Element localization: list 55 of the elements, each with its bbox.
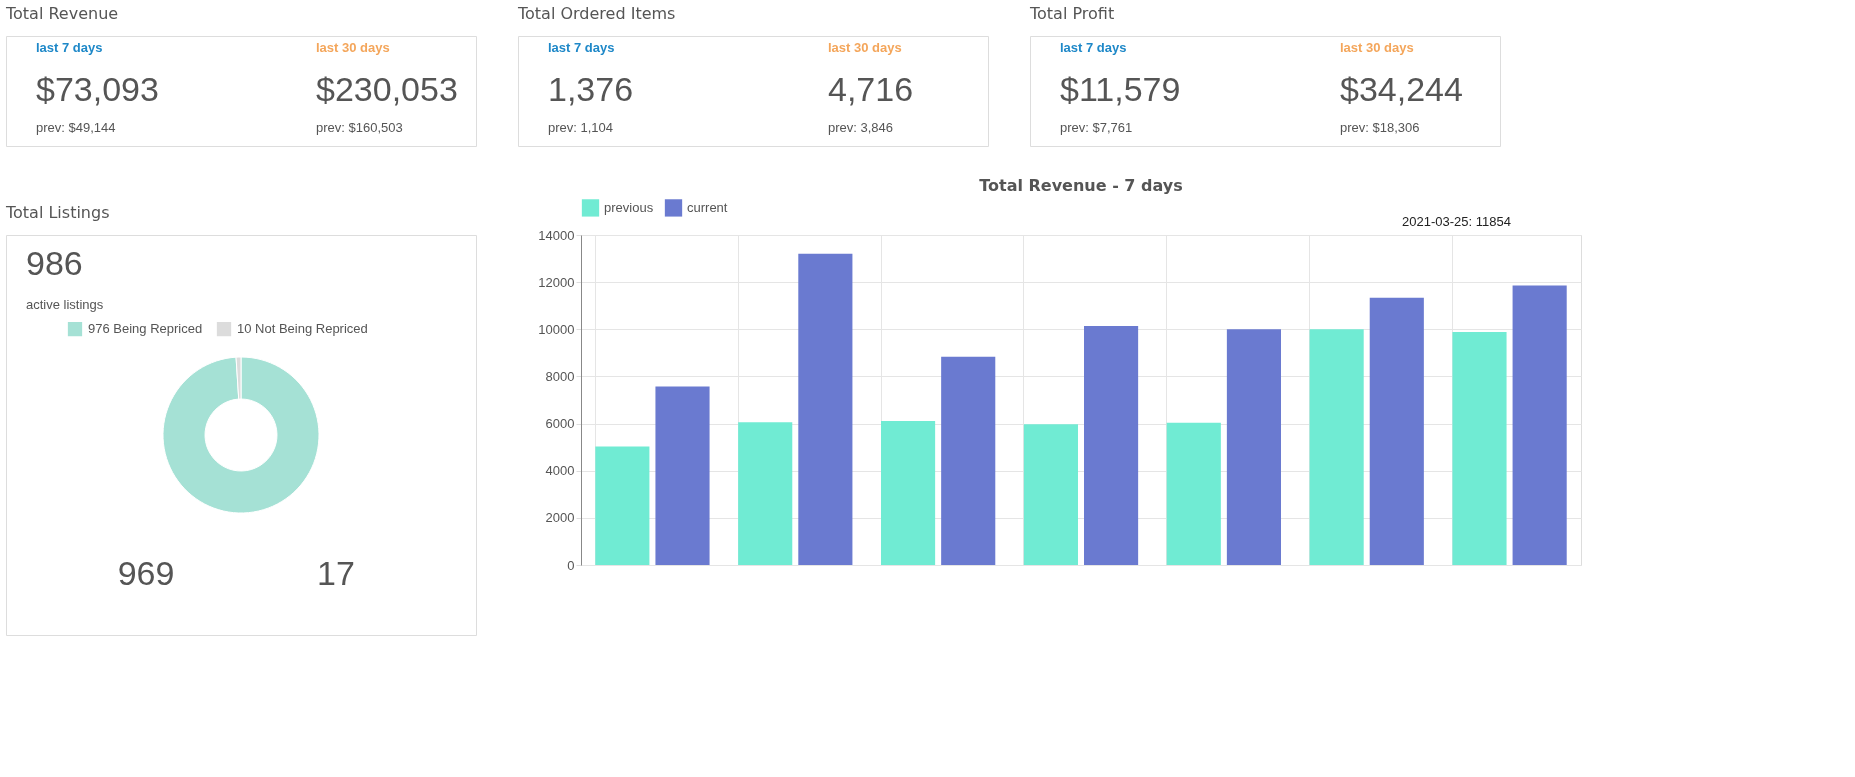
donut-slice xyxy=(162,356,320,514)
text: 1,376 xyxy=(548,70,634,108)
y-tick-label: 6000 xyxy=(545,416,575,432)
bar xyxy=(1166,422,1221,565)
bar xyxy=(1309,329,1364,565)
legend-label: previous xyxy=(604,199,654,215)
text: 4,716 xyxy=(828,70,914,108)
chart-title: Total Revenue - 7 days xyxy=(979,176,1183,195)
text: last 30 days xyxy=(828,40,902,55)
y-tick-label: 12000 xyxy=(538,274,575,290)
bar xyxy=(655,386,710,565)
bar xyxy=(1023,424,1078,565)
text: prev: $160,503 xyxy=(316,120,403,135)
text: 969 xyxy=(117,554,175,592)
text: 17 xyxy=(317,554,355,592)
text: last 7 days xyxy=(36,40,103,55)
y-tick-label: 4000 xyxy=(545,463,575,479)
bar xyxy=(1084,325,1139,565)
text: active listings xyxy=(26,297,104,312)
text: prev: 1,104 xyxy=(548,120,614,135)
y-tick-label: 0 xyxy=(567,557,575,573)
text: $34,244 xyxy=(1340,70,1463,108)
legend-label: 976 Being Repriced xyxy=(88,321,203,337)
text: $11,579 xyxy=(1060,70,1181,108)
text: 2021-03-25: 11854 xyxy=(1402,214,1511,229)
bar xyxy=(1369,297,1424,565)
legend-label: current xyxy=(687,199,728,215)
y-tick-label: 10000 xyxy=(538,321,575,337)
text: Total Revenue xyxy=(5,4,119,23)
y-tick-label: 8000 xyxy=(545,368,575,384)
text: prev: $7,761 xyxy=(1060,120,1133,135)
bar xyxy=(1226,329,1281,565)
bar xyxy=(1512,285,1567,565)
text: $230,053 xyxy=(316,70,458,108)
text: prev: $18,306 xyxy=(1340,120,1420,135)
bar xyxy=(738,422,793,565)
text: last 30 days xyxy=(1340,40,1414,55)
bar xyxy=(798,253,853,565)
bar xyxy=(1452,331,1507,565)
text: Total Profit xyxy=(1029,4,1115,23)
text: last 7 days xyxy=(548,40,615,55)
y-tick-label: 2000 xyxy=(545,510,575,526)
text: 986 xyxy=(26,244,83,282)
text: last 30 days xyxy=(316,40,390,55)
bar xyxy=(941,356,996,565)
bar xyxy=(595,446,650,565)
legend-label: 10 Not Being Repriced xyxy=(237,321,368,337)
y-tick-label: 14000 xyxy=(538,227,575,243)
text: $73,093 xyxy=(36,70,159,108)
text: prev: $49,144 xyxy=(36,120,116,135)
text: prev: 3,846 xyxy=(828,120,894,135)
text: Total Ordered Items xyxy=(517,4,676,23)
bar xyxy=(881,420,936,565)
chart-title: Total Listings xyxy=(5,203,110,222)
text: last 7 days xyxy=(1060,40,1127,55)
